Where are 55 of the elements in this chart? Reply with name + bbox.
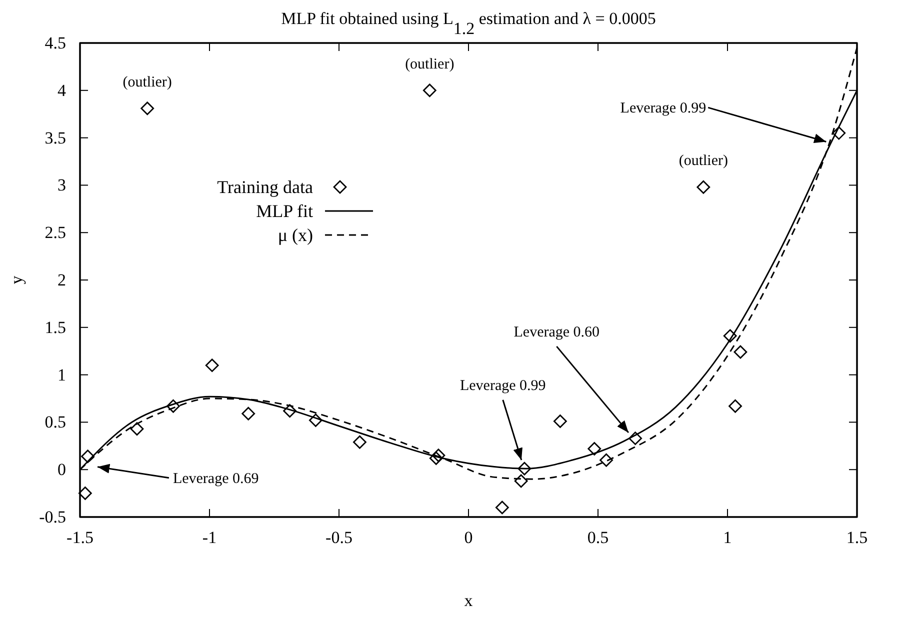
point bbox=[696, 180, 710, 194]
annotation: Leverage 0.60 bbox=[514, 324, 600, 340]
x-axis-title: x bbox=[464, 591, 474, 610]
point bbox=[78, 486, 92, 500]
x-tick-label: 0.5 bbox=[587, 528, 609, 548]
y-tick-label: 3.5 bbox=[44, 128, 66, 148]
point bbox=[588, 442, 602, 456]
point bbox=[600, 453, 613, 467]
point bbox=[553, 414, 567, 428]
point bbox=[832, 126, 846, 140]
point bbox=[308, 414, 322, 428]
annotation: Leverage 0.69 bbox=[172, 470, 259, 487]
y-tick-label: 4.5 bbox=[44, 33, 66, 52]
point bbox=[140, 102, 154, 116]
annotation: (outlier) bbox=[678, 153, 728, 170]
point bbox=[432, 448, 446, 462]
y-tick-label: 3 bbox=[58, 176, 66, 195]
x-tick-label: -1.5 bbox=[66, 528, 94, 548]
legend-label: MLP fit bbox=[256, 201, 313, 221]
annotation: Leverage 0.99 bbox=[620, 100, 706, 117]
x-tick-label: 1 bbox=[723, 528, 732, 548]
point bbox=[495, 500, 509, 514]
x-tick-label: -1 bbox=[202, 528, 217, 548]
annotation: (outlier) bbox=[122, 74, 172, 90]
point bbox=[518, 462, 532, 476]
point bbox=[353, 435, 366, 449]
point bbox=[723, 329, 737, 343]
point bbox=[81, 450, 94, 464]
y-tick-label: 4 bbox=[58, 80, 66, 100]
y-tick-label: 2.5 bbox=[44, 223, 66, 242]
y-tick-label: 0.5 bbox=[44, 412, 66, 432]
point bbox=[166, 399, 180, 413]
y-tick-label: -0.5 bbox=[39, 507, 66, 526]
y-tick-label: 1 bbox=[58, 365, 66, 384]
x-tick-label: 1.5 bbox=[846, 528, 868, 548]
point bbox=[628, 432, 642, 446]
x-tick-label: -0.5 bbox=[326, 528, 352, 548]
point bbox=[514, 474, 528, 488]
point bbox=[283, 404, 296, 418]
annotation: Leverage 0.99 bbox=[460, 378, 546, 394]
point bbox=[429, 452, 443, 465]
point bbox=[734, 345, 748, 359]
y-tick-label: 0 bbox=[58, 460, 66, 480]
y-axis-title: y bbox=[7, 275, 26, 284]
point bbox=[130, 422, 144, 436]
legend-label: Training data bbox=[217, 177, 314, 197]
point bbox=[728, 399, 742, 413]
x-tick-label: 0 bbox=[464, 528, 473, 548]
point bbox=[205, 358, 219, 372]
legend-label: μ (x) bbox=[278, 225, 314, 245]
annotation: (outlier) bbox=[405, 56, 454, 72]
point bbox=[422, 84, 436, 98]
point bbox=[242, 406, 256, 420]
y-tick-label: 2 bbox=[58, 270, 66, 290]
y-tick-label: 1.5 bbox=[44, 318, 66, 337]
